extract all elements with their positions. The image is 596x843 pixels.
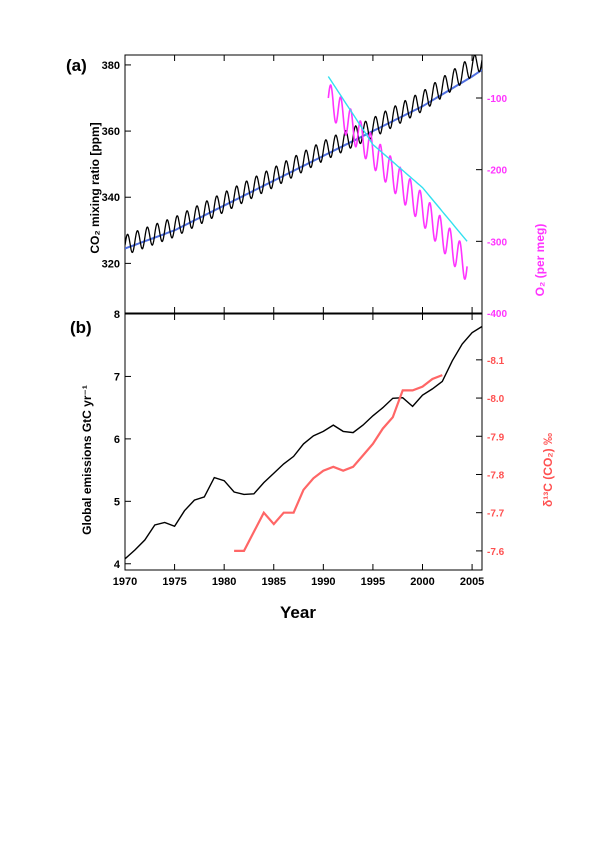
y2-tick-label: -7.8 xyxy=(487,470,505,481)
panel-b-y-title: Global emissions GtC yr⁻¹ xyxy=(80,385,94,535)
y2-tick-label: -300 xyxy=(487,237,507,248)
co2-seasonal-line xyxy=(125,55,482,254)
y-tick-label: 320 xyxy=(102,258,120,270)
y-tick-label: 6 xyxy=(114,434,120,446)
panel-b-plot xyxy=(124,325,483,560)
o2-trend-line xyxy=(327,76,468,242)
x-tick-label: 1970 xyxy=(113,576,137,588)
y-tick-label: 380 xyxy=(102,60,120,72)
y2-tick-label: -8.1 xyxy=(487,356,505,367)
y2-tick-label: -8.0 xyxy=(487,394,505,405)
x-tick-label: 1975 xyxy=(162,576,186,588)
panel-a-y2-title: O₂ (per meg) xyxy=(533,224,547,297)
panel-a-plot xyxy=(125,55,482,280)
x-tick-label: 2005 xyxy=(460,576,484,588)
y-tick-label: 8 xyxy=(114,309,120,321)
y-tick-label: 7 xyxy=(114,371,120,383)
panel-b-y2-title: δ¹³C (CO₂) ‰ xyxy=(541,433,555,507)
x-tick-label: 1985 xyxy=(262,576,286,588)
x-tick-label: 1990 xyxy=(311,576,335,588)
x-tick-label: 2000 xyxy=(410,576,434,588)
y-tick-label: 5 xyxy=(114,496,120,508)
y2-tick-label: -400 xyxy=(487,309,507,320)
y2-tick-label: -200 xyxy=(487,166,507,177)
y2-tick-label: -7.6 xyxy=(487,547,505,558)
y-tick-label: 340 xyxy=(102,192,120,204)
x-tick-label: 1995 xyxy=(361,576,385,588)
emissions-line xyxy=(124,325,483,560)
panel-a-y-title: CO₂ mixing ratio [ppm] xyxy=(88,122,102,253)
y2-tick-label: -7.9 xyxy=(487,432,505,443)
x-tick-label: 1980 xyxy=(212,576,236,588)
panel-a-frame xyxy=(124,54,483,314)
x-axis-title: Year xyxy=(280,603,316,622)
panel-b-frame xyxy=(124,313,483,571)
y2-tick-label: -7.7 xyxy=(487,509,505,520)
y2-tick-label: -100 xyxy=(487,94,507,105)
y-tick-label: 4 xyxy=(114,559,121,571)
d13c-line xyxy=(234,374,443,553)
panel-b-label: (b) xyxy=(70,318,92,337)
ticks: 1970 1975 1980 1985 1990 1995 2000 2005 320 340 36… xyxy=(102,55,507,588)
y-tick-label: 360 xyxy=(102,126,120,138)
panel-a-label: (a) xyxy=(66,56,87,75)
